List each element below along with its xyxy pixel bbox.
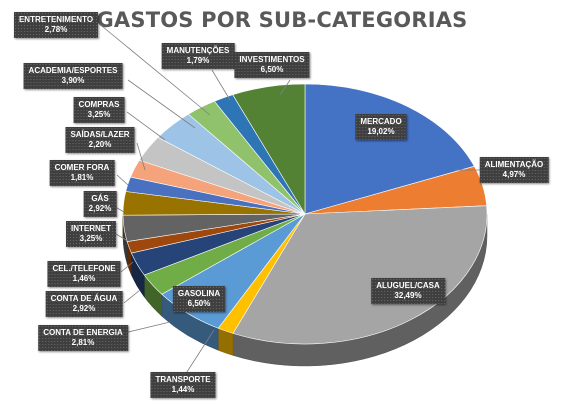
pie-slice-0: [304, 83, 475, 215]
leader-line-3: [184, 329, 215, 376]
data-label: INVESTIMENTOS 6,50%: [234, 52, 310, 78]
slice-name: CONTA DE ENERGIA: [43, 328, 123, 337]
slice-name: TRANSPORTE: [155, 375, 211, 384]
slice-name: COMPRAS: [78, 100, 120, 109]
leader-line-5: [123, 321, 171, 334]
leader-line-11: [136, 142, 146, 171]
data-label: GÁS 2,92%: [83, 191, 117, 217]
slice-name: MERCADO: [360, 117, 402, 126]
slice-percent: 3,90%: [61, 76, 85, 85]
slice-name: MANUTENÇÕES: [166, 46, 230, 55]
slice-percent: 2,20%: [88, 140, 112, 149]
data-label: MANUTENÇÕES 1,79%: [161, 43, 235, 69]
pie-slice-2: [232, 205, 488, 345]
slice-percent: 4,97%: [502, 170, 526, 179]
slice-percent: 2,81%: [71, 338, 95, 347]
data-label: CONTA DE ENERGIA 2,81%: [38, 325, 128, 351]
leader-line-15: [211, 69, 231, 101]
slice-percent: 2,92%: [72, 304, 96, 313]
slice-percent: 1,81%: [70, 173, 94, 182]
data-label: ALIMENTAÇÃO 4,97%: [479, 157, 549, 183]
pie-slice-16: [232, 83, 306, 216]
slice-percent: 1,44%: [171, 385, 195, 394]
data-label: SAÍDAS/LAZER 2,20%: [65, 127, 135, 153]
slice-name: GÁS: [91, 194, 109, 203]
leader-lines: [96, 21, 480, 376]
slice-percent: 32,49%: [394, 291, 422, 300]
data-label: CEL./TELEFONE 1,46%: [47, 261, 121, 287]
data-label: ENTRETENIMENTO 2,78%: [13, 12, 99, 38]
leader-line-12: [126, 111, 166, 141]
slice-name: CEL./TELEFONE: [52, 264, 116, 273]
slice-name: CONTA DE ÁGUA: [50, 294, 118, 303]
slice-percent: 6,50%: [260, 65, 284, 74]
slice-name: ACADEMIA/ESPORTES: [28, 66, 118, 75]
slice-percent: 3,25%: [87, 110, 111, 119]
data-label: COMPRAS 3,25%: [73, 97, 125, 123]
leader-line-16: [279, 79, 291, 96]
chart-title: GASTOS POR SUB-CATEGORIAS: [96, 8, 468, 32]
slice-name: GASOLINA: [177, 289, 221, 298]
slice-name: ALIMENTAÇÃO: [484, 160, 544, 169]
slice-name: SAÍDAS/LAZER: [70, 130, 130, 139]
slice-name: COMER FORA: [54, 163, 110, 172]
slice-name: ALUGUEL/CASA: [376, 281, 440, 290]
pie-top: [122, 83, 488, 345]
slice-percent: 6,50%: [187, 299, 211, 308]
data-label: ALUGUEL/CASA 32,49%: [371, 278, 445, 304]
slice-name: ENTRETENIMENTO: [18, 15, 94, 24]
slice-percent: 2,92%: [88, 204, 112, 213]
slice-percent: 3,25%: [79, 234, 103, 243]
slice-name: INVESTIMENTOS: [239, 55, 305, 64]
slice-percent: 2,78%: [44, 25, 68, 34]
data-label: INTERNET 3,25%: [66, 221, 116, 247]
slice-percent: 1,46%: [72, 274, 96, 283]
data-label: TRANSPORTE 1,44%: [150, 372, 216, 398]
data-label: ACADEMIA/ESPORTES 3,90%: [23, 63, 123, 89]
leader-line-8: [115, 233, 127, 241]
data-label: GASOLINA 6,50%: [172, 286, 226, 312]
leader-line-10: [116, 174, 129, 186]
leader-line-6: [123, 289, 141, 304]
data-label: CONTA DE ÁGUA 2,92%: [45, 291, 123, 317]
slice-name: INTERNET: [71, 224, 111, 233]
data-label: COMER FORA 1,81%: [49, 160, 115, 186]
slice-percent: 19,02%: [367, 127, 395, 136]
leader-line-7: [120, 261, 134, 273]
pie-sides: [122, 213, 488, 367]
data-label: MERCADO 19,02%: [355, 114, 407, 140]
leader-line-13: [127, 79, 196, 129]
leader-line-14: [96, 21, 211, 116]
slice-percent: 1,79%: [186, 56, 210, 65]
